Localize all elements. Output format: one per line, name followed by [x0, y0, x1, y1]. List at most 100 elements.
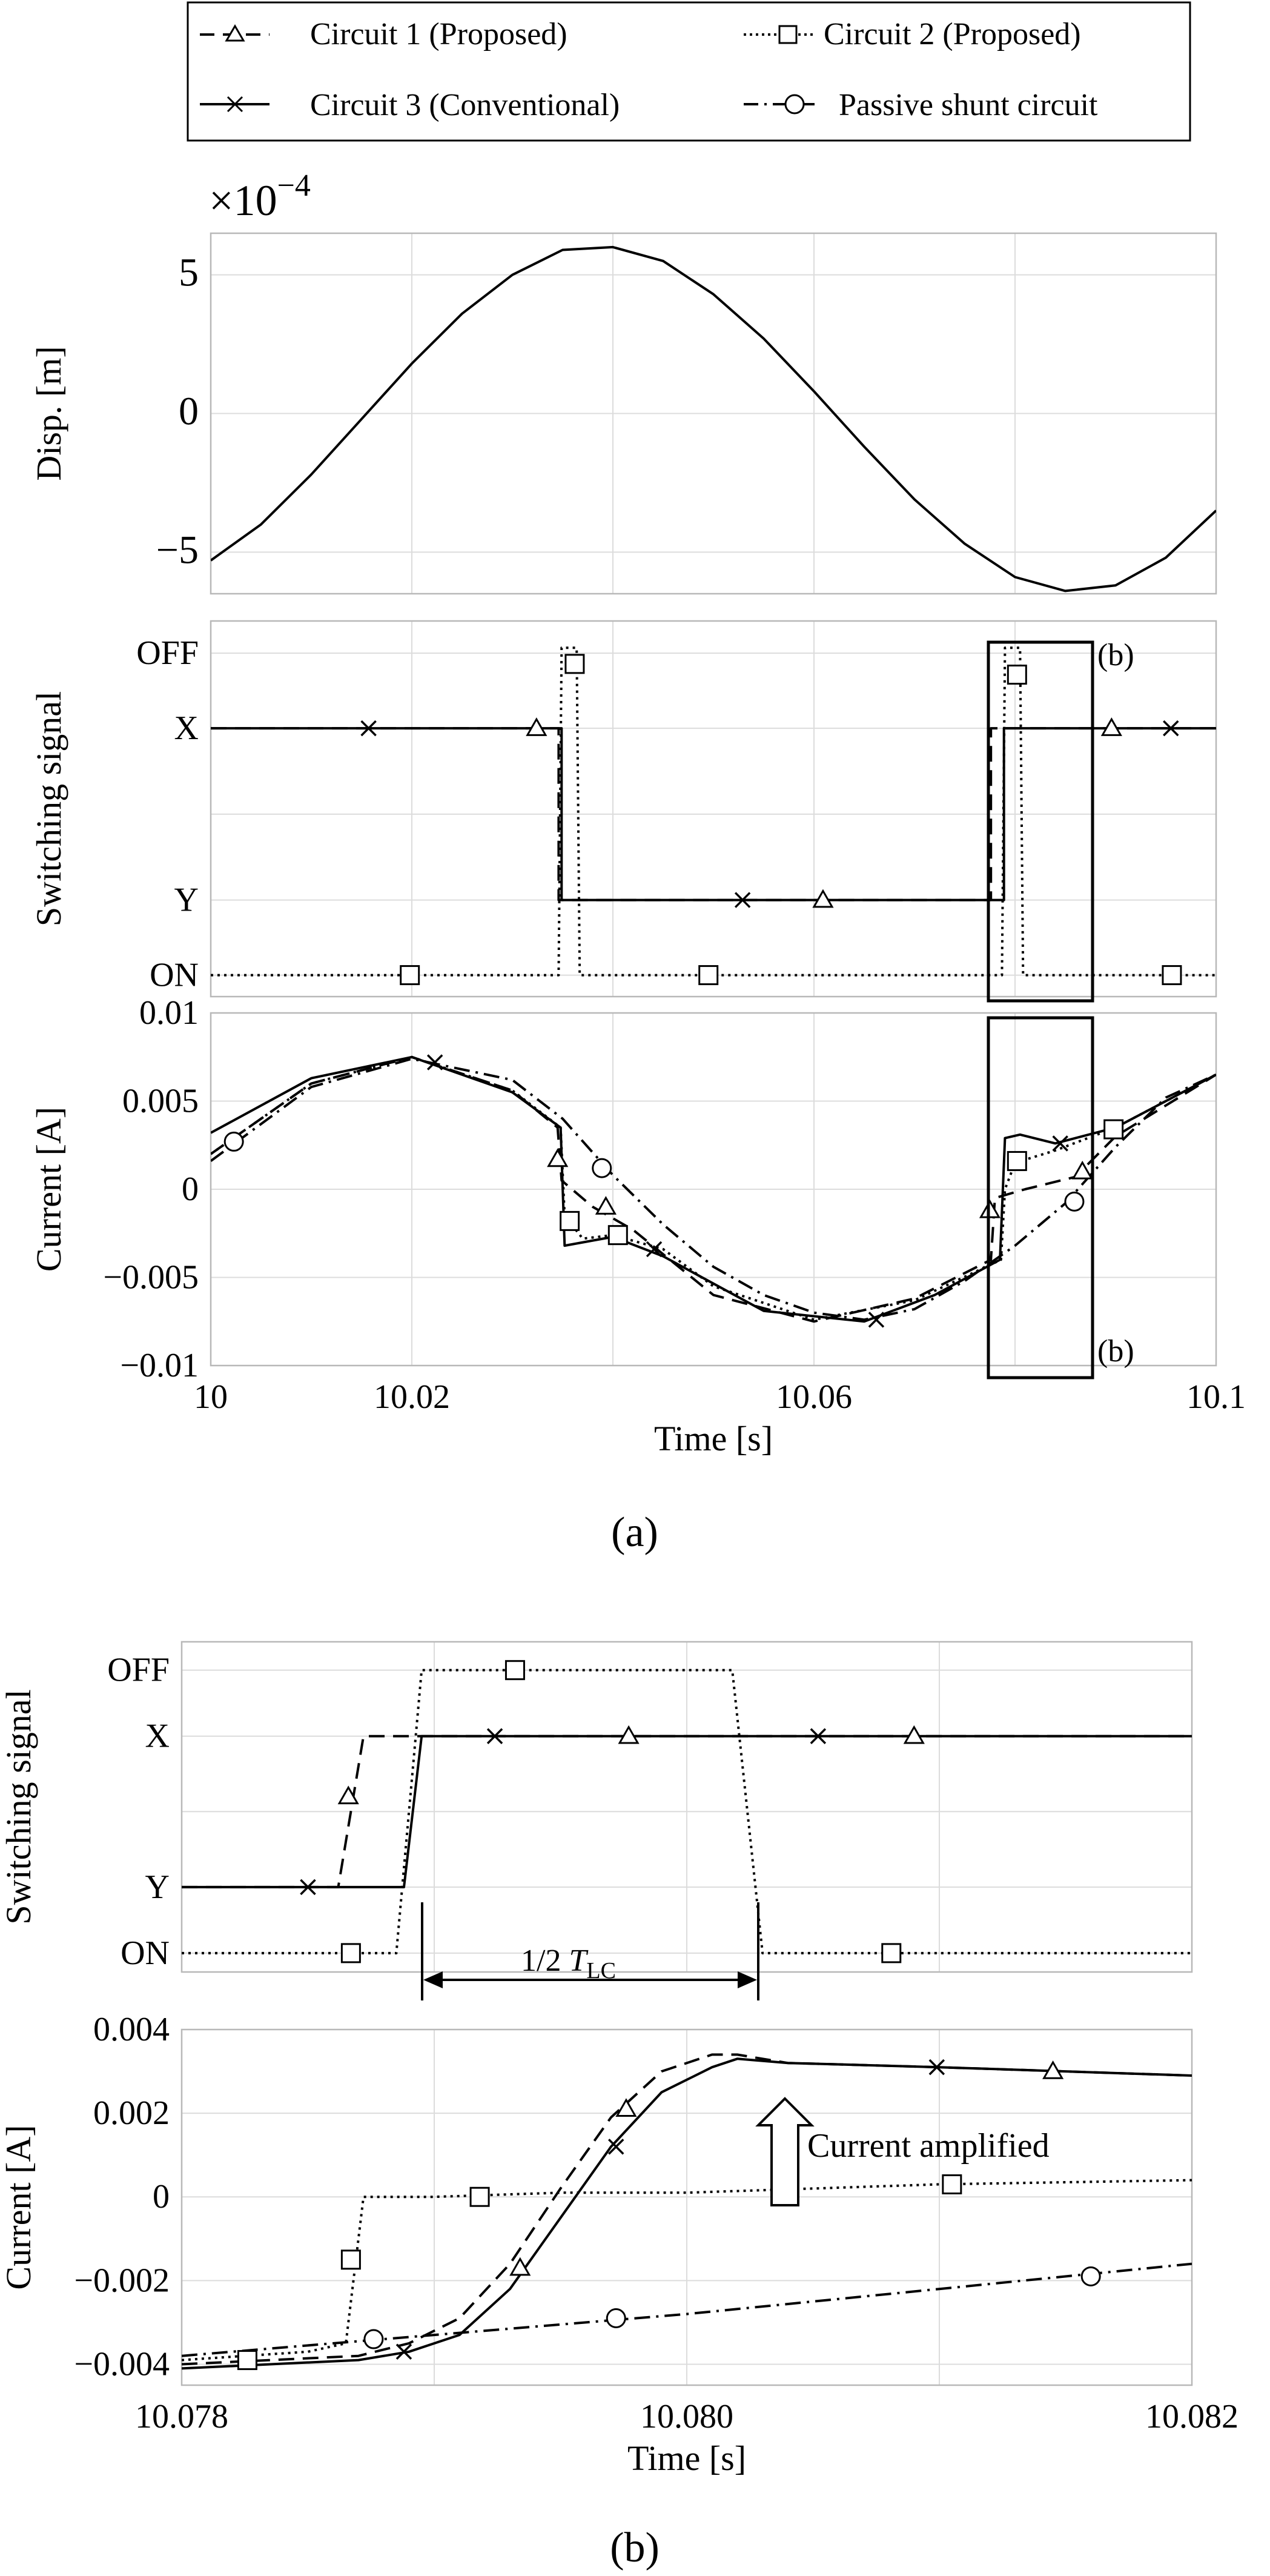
zoom-box-current	[987, 1016, 1094, 1379]
series-group	[182, 1668, 1192, 1954]
legend-entry-circuit1: Circuit 1 (Proposed)	[200, 17, 567, 51]
marker-circuit-2-proposed	[469, 2186, 490, 2207]
marker-circuit-3-conventional	[608, 2139, 624, 2155]
marker-circuit-1-proposed	[1100, 717, 1122, 736]
y-tick-label: OFF	[136, 634, 199, 672]
y-tick-label: −0.005	[103, 1259, 199, 1296]
legend-label-passive: Passive shunt circuit	[839, 88, 1098, 122]
marker-circuit-2-proposed	[1007, 1150, 1027, 1171]
series-line-circuit-1-proposed	[211, 1055, 1216, 1323]
y-tick-label: −5	[156, 528, 199, 572]
marker-circuit-1-proposed	[1071, 1160, 1093, 1180]
marker-circuit-3-conventional	[928, 2059, 945, 2076]
marker-circuit-1-proposed	[618, 1725, 640, 1744]
y-tick-label: 0	[153, 2178, 170, 2216]
y-axis-label: Disp. [m]	[29, 346, 68, 480]
x-axis-label: Time [s]	[654, 1419, 773, 1458]
zoom-box-switching	[987, 640, 1094, 1003]
legend-entry-circuit2: Circuit 2 (Proposed)	[744, 17, 1081, 51]
series-line-passive-shunt-circuit	[211, 1057, 1216, 1321]
marker-passive-shunt-circuit	[363, 2329, 384, 2349]
half-period-label: 1/2 TLC	[521, 1944, 616, 1983]
legend-entry-passive: Passive shunt circuit	[744, 88, 1098, 122]
marker-circuit-3-conventional	[810, 1728, 827, 1744]
series-group	[211, 646, 1216, 977]
x-tick-label: 10.02	[374, 1378, 450, 1416]
y-tick-label: OFF	[107, 1651, 170, 1689]
x-tick-label: 10.1	[1186, 1378, 1246, 1416]
x-tick-label: 10.06	[776, 1378, 852, 1416]
marker-circuit-1-proposed	[526, 717, 547, 736]
legend: Circuit 1 (Proposed) Circuit 2 (Proposed…	[187, 1, 1191, 142]
marker-circuit-1-proposed	[903, 1725, 925, 1744]
y-axis-label: Current [A]	[0, 2125, 38, 2289]
y-tick-label: Y	[174, 881, 199, 919]
plot-frame	[210, 232, 1217, 595]
marker-circuit-2-proposed	[1103, 1119, 1124, 1140]
marker-circuit-3-conventional	[300, 1879, 316, 1896]
marker-circuit-1-proposed	[337, 1785, 359, 1805]
series-group	[211, 245, 1216, 593]
disp-exponent-label: ×10−4	[209, 168, 311, 225]
marker-circuit-2-proposed	[607, 1225, 628, 1246]
legend-label-circuit3: Circuit 3 (Conventional)	[310, 88, 620, 122]
y-tick-label: 5	[179, 251, 199, 295]
y-tick-label: ON	[121, 1934, 170, 1972]
marker-passive-shunt-circuit	[606, 2308, 626, 2329]
marker-circuit-3-conventional	[426, 1054, 443, 1071]
caption-b: (b)	[610, 2525, 660, 2571]
y-tick-label: 0	[179, 390, 199, 434]
y-axis-label: Switching signal	[0, 1689, 38, 1924]
plot-frame	[180, 2028, 1193, 2386]
y-tick-label: Y	[145, 1868, 170, 1906]
x-tick-label: 10	[194, 1378, 228, 1416]
marker-circuit-2-proposed	[400, 965, 420, 986]
legend-label-circuit2: Circuit 2 (Proposed)	[824, 17, 1081, 51]
panel-a-current: −0.01 −0.005 0 0.005 0.01 10 10.02 10.06 10.1 Cur…	[29, 994, 1246, 1458]
current-amplified-label: Current amplified	[807, 2127, 1050, 2165]
zoom-box-switching-label: (b)	[1097, 638, 1134, 672]
x-tick-label: 10.080	[640, 2398, 733, 2435]
marker-circuit-1-proposed	[509, 2257, 531, 2276]
marker-circuit-2-proposed	[698, 965, 719, 986]
marker-circuit-1-proposed	[595, 1196, 617, 1215]
marker-circuit-2-proposed	[340, 1943, 361, 1964]
x-tick-label: 10.082	[1145, 2398, 1239, 2435]
series-line-passive-shunt-circuit	[182, 2262, 1192, 2357]
x-axis-label: Time [s]	[627, 2438, 746, 2478]
marker-circuit-1-proposed	[812, 889, 834, 908]
marker-circuit-2-proposed	[942, 2174, 962, 2195]
series-line-circuit-3-conventional	[182, 1734, 1192, 1888]
x-tick-label: 10.078	[135, 2398, 228, 2435]
panel-b-current: −0.004 −0.002 0 0.002 0.004 10.078 10.080 10.08…	[0, 2011, 1239, 2478]
marker-circuit-2-proposed	[564, 654, 585, 674]
series-line-circuit-3-conventional	[211, 727, 1216, 901]
marker-circuit-1-proposed	[547, 1148, 569, 1167]
marker-passive-shunt-circuit	[223, 1131, 244, 1152]
series-line-circuit-2-proposed	[211, 1055, 1216, 1321]
y-tick-label: 0.01	[139, 994, 199, 1032]
marker-passive-shunt-circuit	[1080, 2266, 1101, 2286]
marker-circuit-3-conventional	[868, 1312, 885, 1328]
marker-passive-shunt-circuit	[1064, 1191, 1085, 1212]
series-line-circuit-2-proposed	[211, 646, 1216, 977]
half-period-marker: 1/2 TLC	[421, 1902, 759, 2000]
plot-frame	[210, 1012, 1217, 1367]
panel-a-switching-signal: ON Y X OFF Switching signal	[29, 620, 1217, 998]
y-tick-label: 0.005	[122, 1083, 199, 1120]
marker-circuit-2-proposed	[1162, 965, 1182, 986]
caption-a: (a)	[611, 1509, 658, 1556]
marker-circuit-3-conventional	[1163, 720, 1179, 737]
panel-b-switching-signal: ON Y X OFF Switching signal	[0, 1641, 1193, 1973]
y-tick-label: −0.002	[74, 2262, 170, 2299]
y-axis-label: Switching signal	[29, 691, 68, 926]
panel-a-displacement: −5 0 5 Disp. [m]	[29, 232, 1217, 595]
marker-circuit-2-proposed	[560, 1210, 580, 1231]
y-tick-label: 0.004	[93, 2011, 170, 2048]
marker-circuit-3-conventional	[395, 2343, 412, 2360]
plot-frame	[210, 620, 1217, 998]
series-line-circuit-2-proposed	[182, 1668, 1192, 1954]
y-tick-label: 0	[182, 1170, 199, 1208]
y-tick-label: −0.01	[120, 1347, 199, 1384]
